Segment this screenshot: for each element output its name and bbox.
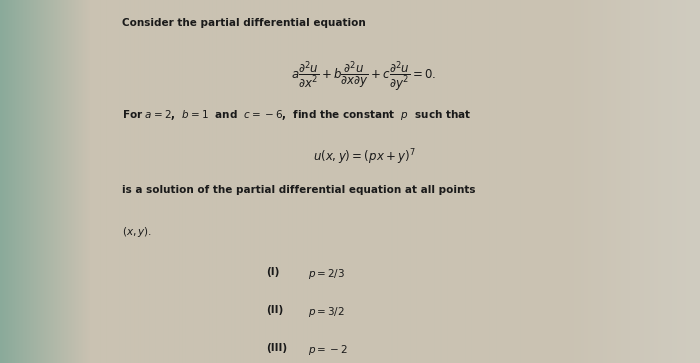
Text: $u(x,y)=(px+y)^7$: $u(x,y)=(px+y)^7$ <box>313 148 415 167</box>
Text: $p=2/3$: $p=2/3$ <box>308 266 345 281</box>
Text: (I): (I) <box>266 266 279 277</box>
Text: Consider the partial differential equation: Consider the partial differential equati… <box>122 18 366 28</box>
Text: is a solution of the partial differential equation at all points: is a solution of the partial differentia… <box>122 185 476 195</box>
Text: $p=3/2$: $p=3/2$ <box>308 305 344 319</box>
Text: $(x, y).$: $(x, y).$ <box>122 225 153 239</box>
Text: (III): (III) <box>266 343 287 353</box>
Text: For $a=2$,  $b=1$  and  $c=-6$,  find the constant  $p$  such that: For $a=2$, $b=1$ and $c=-6$, find the co… <box>122 108 472 122</box>
Text: $a\dfrac{\partial^2 u}{\partial x^2}+b\dfrac{\partial^2 u}{\partial x\partial y}: $a\dfrac{\partial^2 u}{\partial x^2}+b\d… <box>291 60 437 94</box>
Text: $p=-2$: $p=-2$ <box>308 343 348 357</box>
Text: (II): (II) <box>266 305 284 315</box>
